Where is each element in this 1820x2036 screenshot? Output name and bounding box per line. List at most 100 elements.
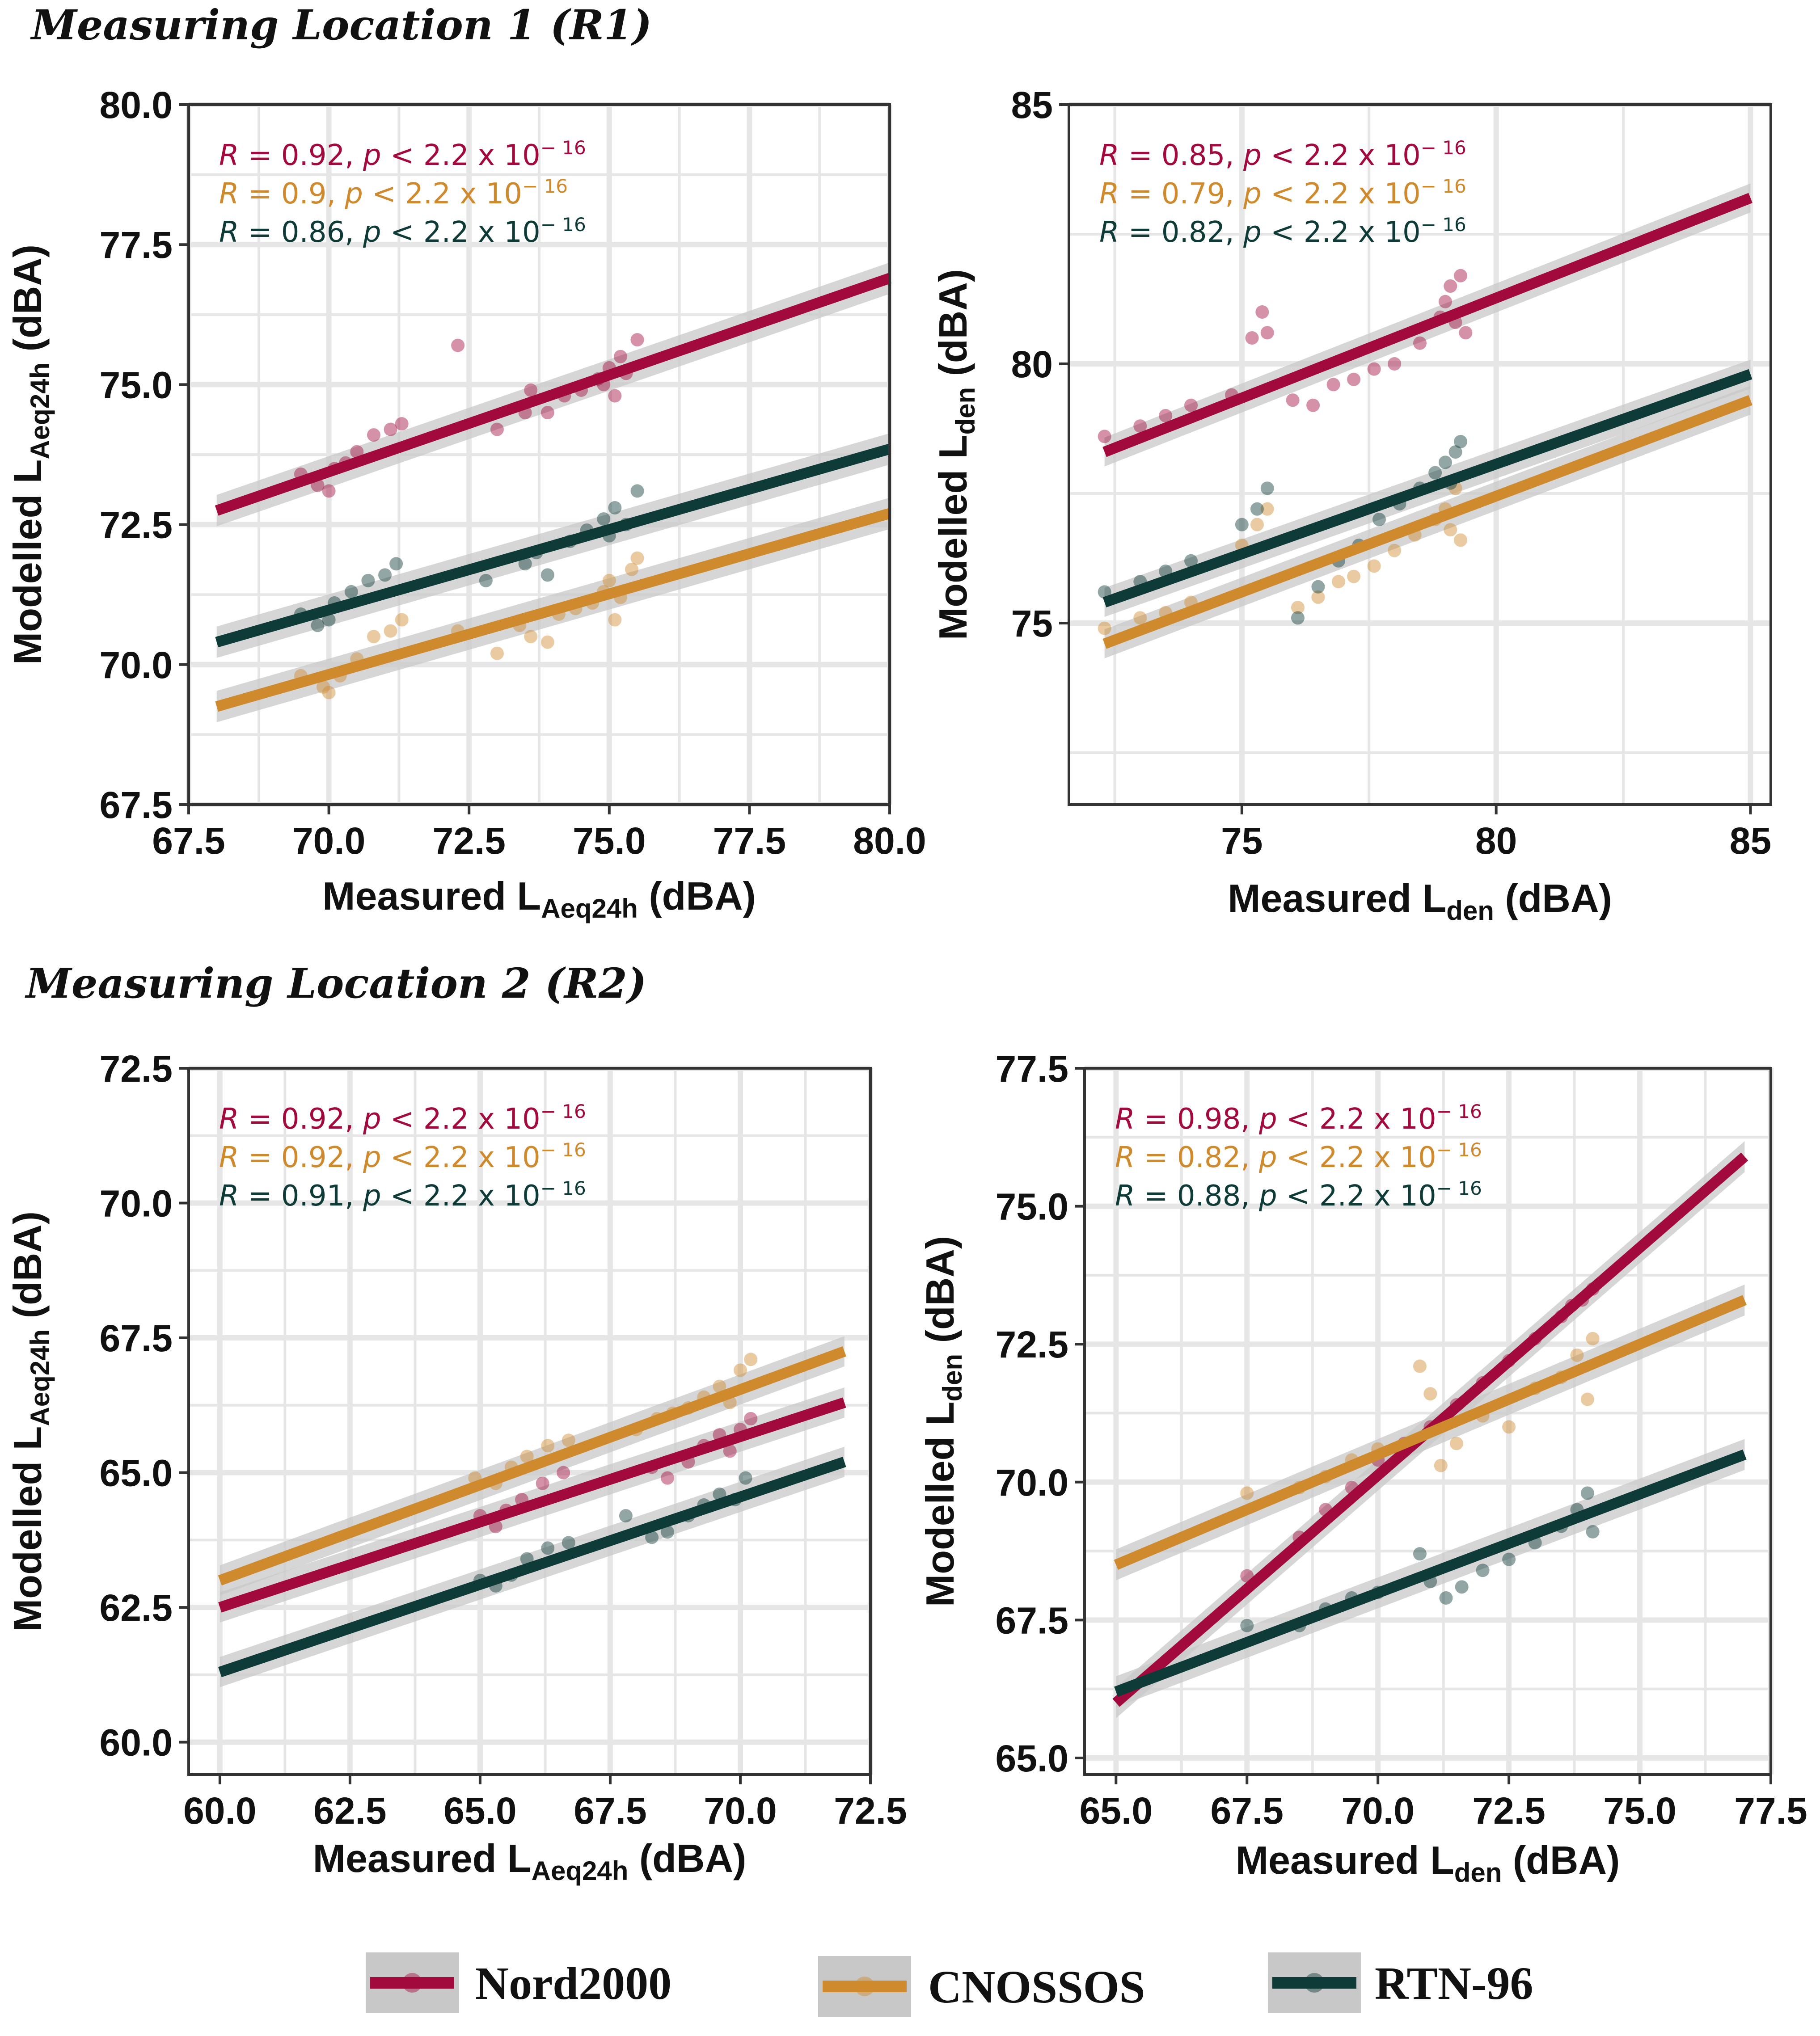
data-point-rtn96 <box>479 573 493 587</box>
data-point-nord2000 <box>536 1476 549 1490</box>
data-point-nord2000 <box>395 417 409 431</box>
annotation-r-symbol: R <box>219 1103 239 1136</box>
section-title-r1: Measuring Location 1 (R1) <box>30 1 652 49</box>
annotation-cnossos: R = 0.9, p < 2.2 x 10− 16 <box>219 175 568 211</box>
data-point-rtn96 <box>645 1530 659 1544</box>
data-point-rtn96 <box>378 568 392 582</box>
regression-line-rtn96 <box>218 1457 846 1678</box>
legend-label-cnossos: CNOSSOS <box>928 1961 1145 2013</box>
regression-line-nord2000 <box>215 273 891 516</box>
data-point-cnossos <box>1347 569 1361 583</box>
legend-label-rtn96: RTN-96 <box>1375 1958 1533 2009</box>
y-axis-title-main: Modelled L <box>931 435 975 641</box>
annotation-exponent: − 16 <box>522 175 568 197</box>
data-point-cnossos <box>562 1433 575 1447</box>
data-point-rtn96 <box>562 1536 575 1550</box>
data-point-cnossos <box>1311 590 1325 604</box>
data-point-cnossos <box>1586 1332 1600 1345</box>
legend-item-rtn96: RTN-96 <box>1268 1952 1533 2013</box>
annotation-r-value: = 0.92, <box>239 1141 363 1174</box>
data-point-rtn96 <box>541 568 554 582</box>
annotation-p-value: < 2.2 x 10 <box>1277 1141 1436 1174</box>
annotation-nord2000: R = 0.98, p < 2.2 x 10− 16 <box>1115 1100 1482 1136</box>
x-axis-title: Measured LAeq24h (dBA) <box>322 874 756 923</box>
data-point-rtn96 <box>619 1509 633 1523</box>
data-point-rtn96 <box>608 501 622 515</box>
data-point-nord2000 <box>630 333 644 347</box>
annotation-r-symbol: R <box>219 139 239 172</box>
data-point-rtn96 <box>518 557 532 571</box>
x-axis-title: Measured Lden (dBA) <box>1236 1838 1620 1888</box>
data-point-rtn96 <box>1311 580 1325 594</box>
data-point-cnossos <box>524 630 538 644</box>
x-tick-label: 70.0 <box>704 1790 777 1832</box>
annotation-exponent: − 16 <box>541 1139 586 1161</box>
data-point-rtn96 <box>344 585 358 599</box>
data-point-nord2000 <box>490 422 504 436</box>
annotation-rtn96: R = 0.82, p < 2.2 x 10− 16 <box>1099 214 1466 249</box>
plot-frame <box>187 103 891 806</box>
data-point-rtn96 <box>1448 445 1462 459</box>
x-tick-label: 72.5 <box>1472 1790 1546 1832</box>
y-axis-title-main: Modelled L <box>918 1402 962 1607</box>
annotation-exponent: − 16 <box>1421 175 1466 197</box>
y-tick-label: 70.0 <box>100 644 173 686</box>
data-point-nord2000 <box>1444 279 1457 293</box>
x-tick-label: 77.5 <box>1734 1790 1807 1832</box>
x-tick-label: 65.0 <box>1080 1790 1153 1832</box>
data-point-nord2000 <box>524 383 538 397</box>
annotation-p-symbol: p <box>363 139 381 172</box>
annotation-p-symbol: p <box>363 1141 381 1174</box>
data-point-cnossos <box>625 562 638 576</box>
data-point-nord2000 <box>322 484 336 498</box>
x-axis-title-unit: (dBA) <box>1494 876 1612 920</box>
x-tick-label: 75.0 <box>573 820 646 862</box>
annotation-exponent: − 16 <box>1421 137 1466 159</box>
data-point-nord2000 <box>557 1466 570 1480</box>
regression-line-rtn96 <box>1102 369 1752 607</box>
x-axis-title-main: Measured L <box>1236 1838 1454 1882</box>
x-axis-title-main: Measured L <box>322 874 541 918</box>
y-axis-title-sub: Aeq24h <box>25 363 55 459</box>
data-point-nord2000 <box>1388 357 1402 371</box>
annotation-cnossos: R = 0.82, p < 2.2 x 10− 16 <box>1115 1139 1482 1174</box>
data-point-rtn96 <box>541 1541 555 1555</box>
data-point-cnossos <box>713 1379 726 1393</box>
data-point-rtn96 <box>1580 1486 1594 1500</box>
annotation-r-value: = 0.82, <box>1135 1141 1259 1174</box>
plot-frame <box>187 1067 872 1776</box>
data-point-cnossos <box>1580 1392 1594 1406</box>
data-point-cnossos <box>1388 544 1402 557</box>
annotation-cnossos: R = 0.79, p < 2.2 x 10− 16 <box>1099 175 1466 211</box>
y-tick-label: 72.5 <box>100 1048 173 1090</box>
annotation-r-value: = 0.98, <box>1135 1103 1259 1136</box>
data-point-nord2000 <box>1159 409 1173 422</box>
annotation-p-value: < 2.2 x 10 <box>1262 139 1421 172</box>
data-point-cnossos <box>367 630 380 644</box>
annotation-p-value: < 2.2 x 10 <box>381 1180 541 1213</box>
annotation-exponent: − 16 <box>1436 1139 1482 1161</box>
annotation-p-value: < 2.2 x 10 <box>1277 1180 1436 1213</box>
x-tick-label: 70.0 <box>292 820 366 862</box>
data-point-cnossos <box>1413 1359 1427 1373</box>
data-point-nord2000 <box>1260 326 1274 340</box>
data-point-cnossos <box>1454 533 1468 547</box>
y-tick-label: 67.5 <box>100 784 173 826</box>
plot-frame <box>1068 103 1772 806</box>
annotation-rtn96: R = 0.91, p < 2.2 x 10− 16 <box>219 1177 586 1213</box>
annotation-exponent: − 16 <box>541 214 586 236</box>
annotation-r-symbol: R <box>219 216 239 249</box>
y-tick-label: 80 <box>1011 343 1053 385</box>
chart-panel-r2-lden: 65.0 67.5 70.0 72.5 75.0 77.5 65.0 67.5 70.0 72.5… <box>918 1048 1807 1888</box>
y-tick-label: 77.5 <box>100 224 173 266</box>
y-axis-title: Modelled Lden (dBA) <box>918 1236 967 1607</box>
annotation-r-value: = 0.91, <box>239 1180 363 1213</box>
annotation-exponent: − 16 <box>1436 1100 1482 1122</box>
data-point-nord2000 <box>1454 269 1468 282</box>
legend-item-nord2000: Nord2000 <box>366 1952 671 2013</box>
annotation-nord2000: R = 0.92, p < 2.2 x 10− 16 <box>219 1100 586 1136</box>
x-tick-label: 62.5 <box>313 1790 387 1832</box>
x-tick-label: 72.5 <box>432 820 506 862</box>
